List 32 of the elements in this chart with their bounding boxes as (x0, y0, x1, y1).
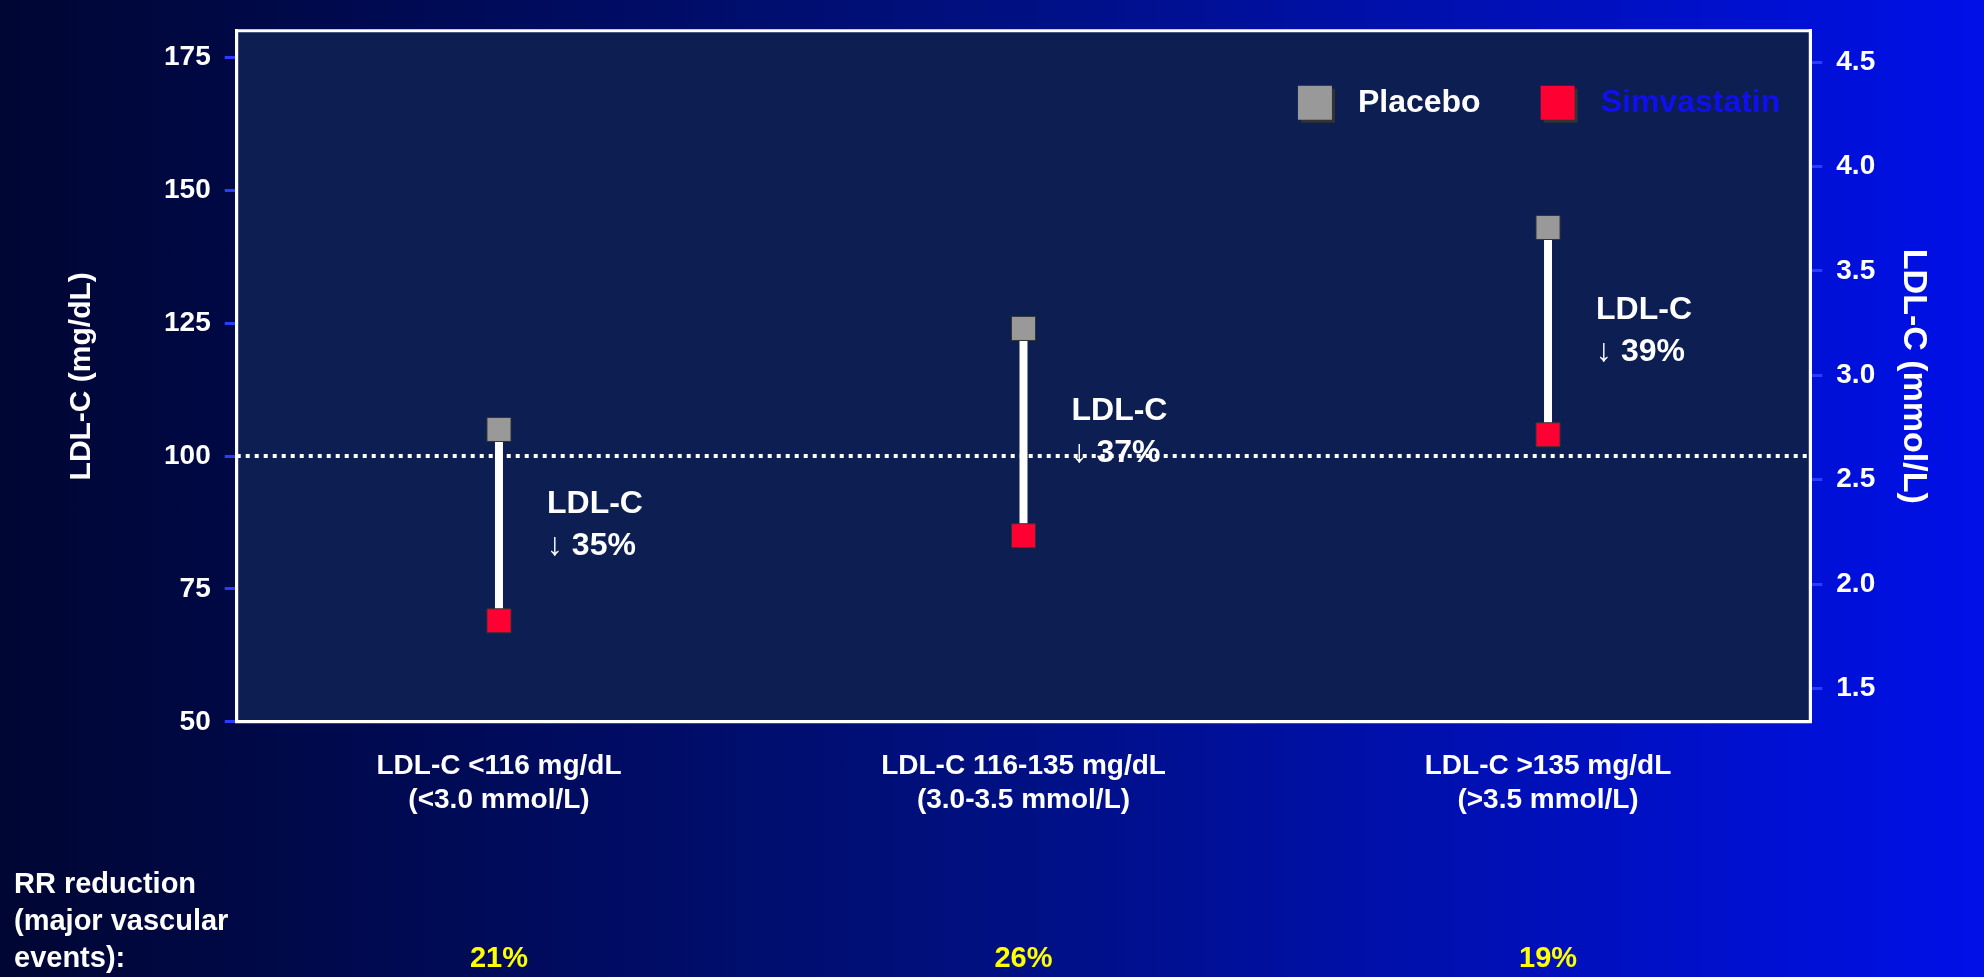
y2-tick-label: 4.5 (1836, 44, 1876, 76)
point (486, 416, 512, 442)
x-tick-label: LDL-C 116-135 mg/dL (3.0-3.5 mmol/L) (881, 749, 1166, 814)
y-axis-title: LDL-C (mg/dL) (63, 272, 97, 481)
y2-tick-label: 3.0 (1836, 357, 1876, 389)
y2-tick-label: 4.0 (1836, 149, 1876, 181)
point (1535, 422, 1561, 448)
y2-axis-title: LDL-C (mmol/L) (1897, 248, 1936, 504)
y-tick-label: 175 (164, 40, 211, 72)
y-tick-label: 75 (179, 571, 211, 603)
x-tick-label: LDL-C >135 mg/dL (>3.5 mmol/L) (1424, 749, 1672, 814)
legend-label: Placebo (1357, 82, 1481, 119)
y2-tick-label: 2.5 (1836, 462, 1876, 494)
text: 19% (1518, 941, 1578, 973)
text: 21% (469, 941, 529, 973)
text: RR reduction (major vascular events): (14, 867, 229, 973)
y2-tick-label: 3.5 (1836, 253, 1876, 285)
annotation: LDL-C ↓ 35% (546, 483, 643, 562)
y-tick-label: 150 (164, 172, 211, 204)
text: 26% (994, 941, 1053, 973)
y2-tick-label: 2.0 (1836, 566, 1876, 598)
annotation: LDL-C ↓ 39% (1596, 289, 1692, 368)
legend-label: Simvastatin (1600, 82, 1781, 119)
point (1010, 523, 1037, 549)
point (486, 608, 512, 634)
point (1535, 214, 1561, 240)
x-tick-label: LDL-C <116 mg/dL (<3.0 mmol/L) (376, 749, 622, 814)
y-tick-label: 100 (164, 438, 211, 470)
y-tick-label: 50 (179, 704, 211, 736)
y2-tick-label: 1.5 (1836, 671, 1876, 703)
y-tick-label: 125 (164, 305, 211, 337)
point (1010, 315, 1037, 341)
